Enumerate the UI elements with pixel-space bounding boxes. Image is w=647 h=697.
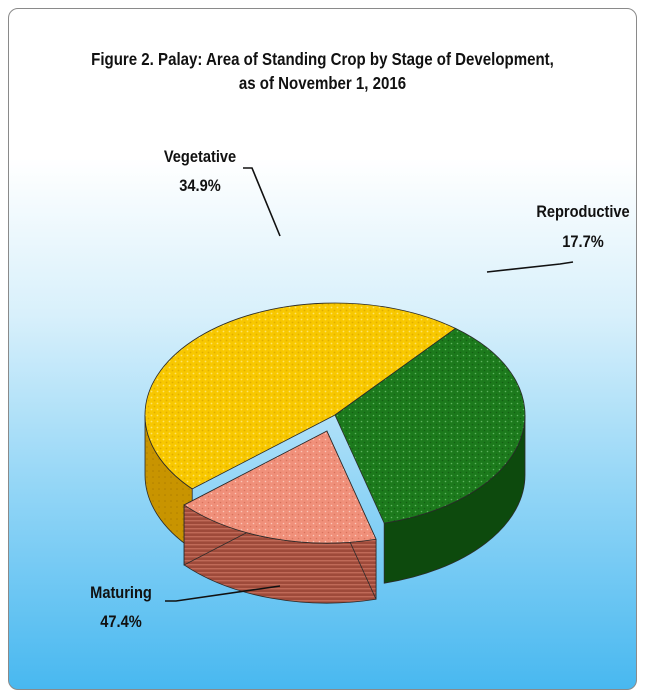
chart-title: Figure 2. Palay: Area of Standing Crop b… xyxy=(53,47,592,95)
chart-title-line-1: Figure 2. Palay: Area of Standing Crop b… xyxy=(91,49,554,69)
slice-top-reproductive xyxy=(183,430,377,544)
pie-slices xyxy=(144,302,526,604)
slice-value-maturing: 47.4% xyxy=(100,613,141,631)
slice-top-vegetative xyxy=(334,327,526,524)
slice-value-reproductive: 17.7% xyxy=(562,233,603,251)
leader-line-maturing xyxy=(165,585,281,602)
slice-top-maturing xyxy=(144,302,457,490)
leader-line-vegetative xyxy=(243,167,281,237)
slice-value-vegetative: 34.9% xyxy=(179,177,220,195)
pie-labels: Reproductive 17.7% Maturing 47.4% Vegetative… xyxy=(90,148,630,631)
slice-label-maturing: Maturing xyxy=(90,584,152,602)
slice-label-vegetative: Vegetative xyxy=(164,148,236,166)
chart-title-line-2: as of November 1, 2016 xyxy=(238,73,407,93)
leader-line-reproductive xyxy=(486,261,574,273)
slice-label-reproductive: Reproductive xyxy=(536,203,630,221)
